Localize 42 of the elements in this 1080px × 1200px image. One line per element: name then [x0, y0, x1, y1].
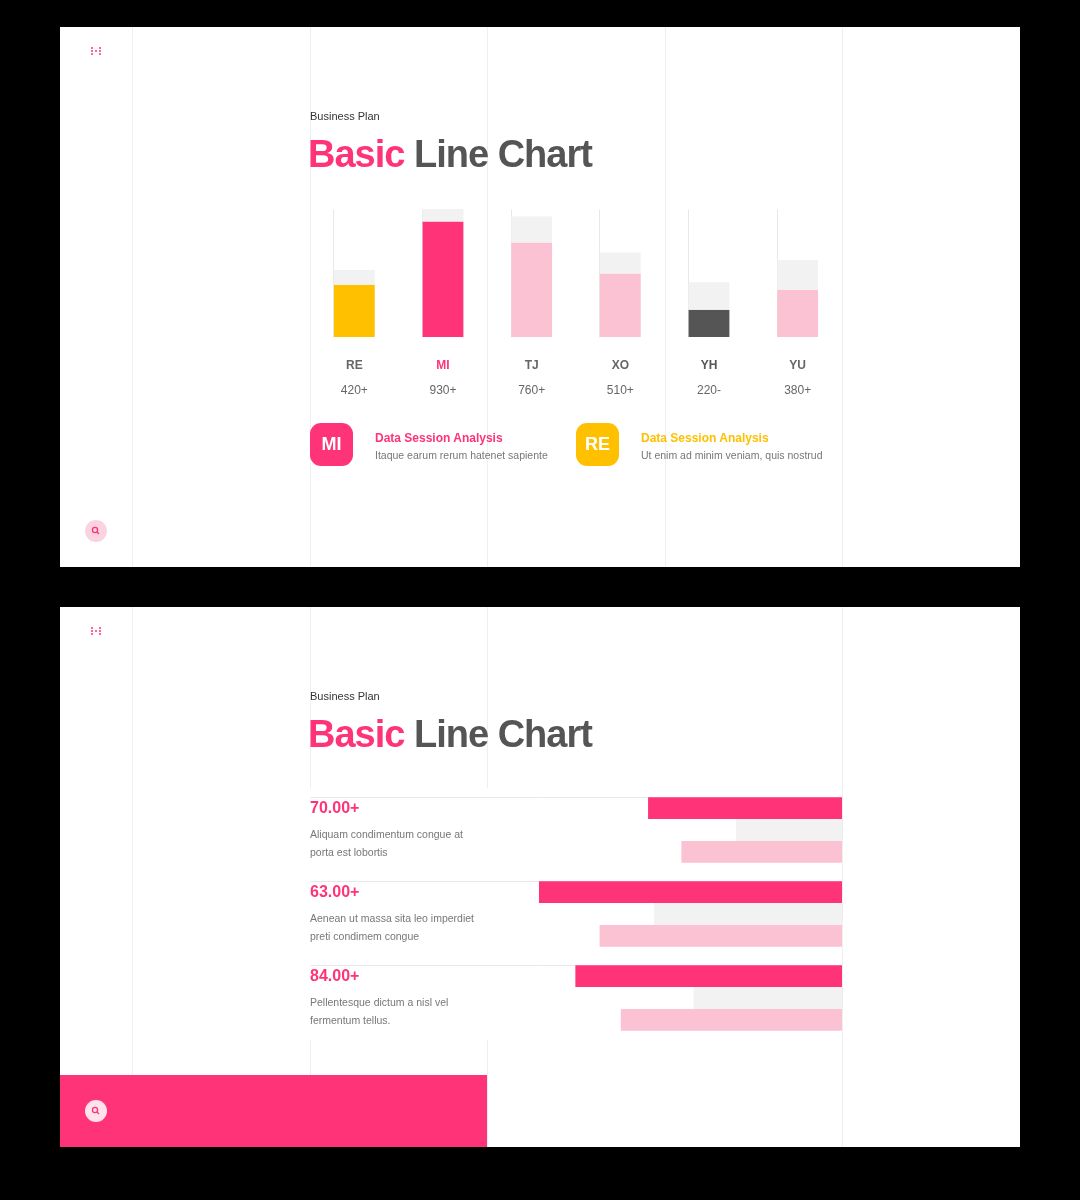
- text: Itaque earum rerum hatenet sapiente: [375, 449, 548, 461]
- data-label: 930+: [429, 383, 457, 397]
- bar: [333, 284, 375, 337]
- bar: [422, 221, 464, 337]
- text: Business Plan: [310, 690, 380, 702]
- bar: [693, 987, 842, 1009]
- bar: [654, 903, 842, 925]
- text: Pellentesque dictum a nisl vel fermentum tellus.: [310, 996, 449, 1026]
- text: Aenean ut massa sita leo imperdiet preti condimem congue: [310, 912, 475, 942]
- data-label: 220-: [696, 383, 722, 397]
- x-tick-label: MI: [436, 357, 450, 372]
- y-tick-label: 63.00+: [310, 883, 360, 900]
- bar: [599, 924, 842, 947]
- text: Data Session Analysis: [375, 431, 503, 445]
- text: MI: [310, 423, 353, 466]
- data-label: 510+: [606, 383, 634, 397]
- text: Aliquam condimentum congue at porta est lobortis: [310, 828, 463, 858]
- bar: [575, 965, 842, 988]
- bar: [688, 309, 730, 337]
- x-tick-label: YU: [789, 357, 806, 372]
- data-label: 760+: [518, 383, 546, 397]
- chart-title: Basic Line Chart: [308, 133, 592, 176]
- text: Data Session Analysis: [641, 431, 769, 445]
- bar: [735, 819, 842, 841]
- bar: [681, 840, 842, 863]
- y-tick-label: 84.00+: [310, 967, 360, 984]
- bar: [599, 273, 641, 337]
- x-tick-label: YH: [700, 357, 718, 372]
- data-label: 380+: [784, 383, 812, 397]
- data-label: 420+: [340, 383, 368, 397]
- text: Ut enim ad minim veniam, quis nostrud: [641, 449, 823, 461]
- bar: [648, 797, 842, 820]
- text: RE: [576, 423, 619, 466]
- bar: [511, 242, 553, 337]
- x-tick-label: XO: [611, 357, 630, 372]
- chart-title: Basic Line Chart: [308, 713, 592, 756]
- chart-subtitle: Business Plan: [310, 110, 380, 122]
- x-tick-label: TJ: [524, 357, 539, 372]
- x-tick-label: RE: [346, 357, 363, 372]
- bar: [777, 289, 819, 337]
- y-tick-label: 70.00+: [310, 799, 360, 816]
- bar: [620, 1008, 842, 1031]
